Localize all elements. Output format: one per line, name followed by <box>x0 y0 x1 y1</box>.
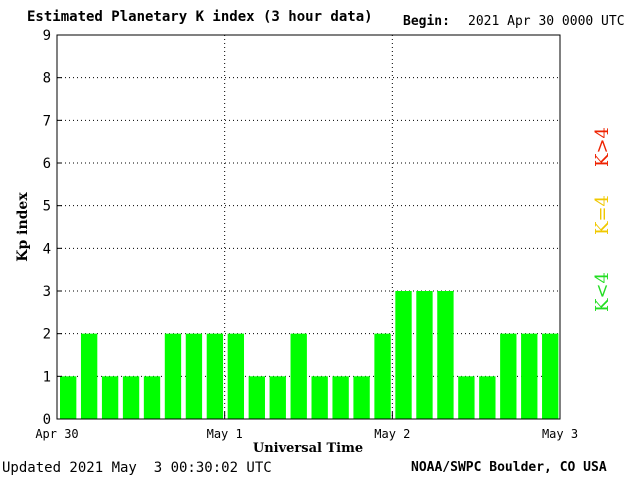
x-tick-label-1: May 1 <box>207 427 243 441</box>
y-tick-label-5: 5 <box>43 199 51 215</box>
bar-16 <box>395 291 412 419</box>
plot-frame <box>56 34 561 420</box>
bar-9 <box>248 376 265 419</box>
bar-8 <box>227 333 245 419</box>
y-axis: 0 1 2 3 4 5 6 7 8 9 <box>43 28 62 428</box>
x-tick-label-2: May 2 <box>374 427 410 441</box>
x-axis: Apr 30 May 1 May 2 May 3 <box>35 412 578 441</box>
x-tick-label-0: Apr 30 <box>35 427 78 441</box>
y-tick-label-9: 9 <box>43 28 51 44</box>
bar-6 <box>185 333 203 419</box>
updated-timestamp: Updated 2021 May 3 00:30:02 UTC <box>2 460 272 476</box>
bar-10 <box>269 376 286 419</box>
legend-item-1: K=4 <box>592 195 613 235</box>
y-tick-label-4: 4 <box>43 241 51 257</box>
y-tick-label-7: 7 <box>43 113 51 129</box>
bar-19 <box>458 376 475 419</box>
credit-line: NOAA/SWPC Boulder, CO USA <box>411 460 607 475</box>
bar-2 <box>101 376 119 419</box>
bar-5 <box>164 333 182 419</box>
bar-15 <box>374 333 391 419</box>
bar-13 <box>332 376 349 419</box>
bar-21 <box>500 333 517 419</box>
y-tick-label-0: 0 <box>43 412 51 428</box>
bar-0 <box>60 376 77 419</box>
x-axis-label: Universal Time <box>253 441 363 456</box>
y-tick-label-2: 2 <box>43 327 51 343</box>
bar-14 <box>353 376 370 419</box>
bar-22 <box>521 333 538 419</box>
legend: K<4 K=4 K>4 <box>592 127 613 312</box>
bar-4 <box>143 376 161 419</box>
begin-label: Begin: <box>403 14 450 29</box>
bar-17 <box>416 291 433 419</box>
legend-item-2: K>4 <box>592 127 613 167</box>
x-tick-label-3: May 3 <box>542 427 578 441</box>
y-tick-label-3: 3 <box>43 284 51 300</box>
bar-3 <box>122 376 140 419</box>
bar-20 <box>479 376 496 419</box>
bar-18 <box>437 291 454 419</box>
chart-title: Estimated Planetary K index (3 hour data… <box>27 9 373 25</box>
bar-1 <box>80 333 98 419</box>
chart-grid <box>57 35 560 419</box>
y-tick-label-1: 1 <box>43 369 51 385</box>
bar-11 <box>290 333 307 419</box>
y-tick-label-6: 6 <box>43 156 51 172</box>
bar-23 <box>542 333 559 419</box>
chart-bars <box>60 291 559 419</box>
begin-value: 2021 Apr 30 0000 UTC <box>468 14 625 29</box>
bar-7 <box>206 333 224 419</box>
bar-12 <box>311 376 328 419</box>
y-axis-label: Kp index <box>15 192 31 262</box>
legend-item-0: K<4 <box>592 272 613 312</box>
y-tick-label-8: 8 <box>43 71 51 87</box>
